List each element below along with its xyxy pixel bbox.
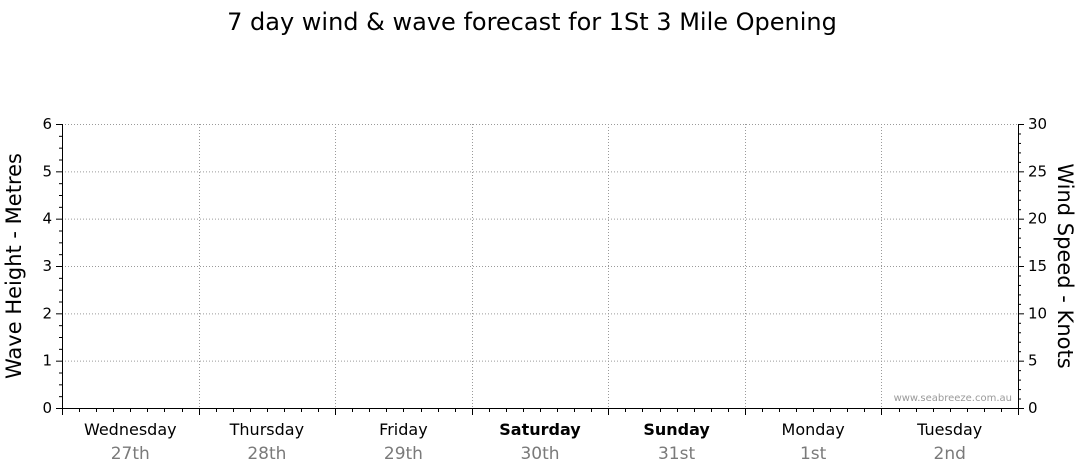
day-date-label: 27th (111, 444, 150, 464)
day-name-label: Friday (379, 420, 428, 439)
left-tick-label: 5 (42, 162, 52, 180)
day-date-label: 2nd (934, 444, 966, 464)
left-tick-label: 2 (42, 304, 52, 322)
day-date-label: 31st (658, 444, 695, 464)
right-axis-title: Wind Speed - Knots (1053, 163, 1077, 368)
day-name-label: Sunday (643, 420, 710, 439)
left-tick-label: 6 (42, 115, 52, 133)
right-tick-label: 25 (1028, 162, 1047, 180)
labels-layer: 0 1 2 3 4 5 6 0 5 10 15 20 25 30 Wednesday 27th Thursday… (42, 115, 1047, 464)
left-tick-label: 4 (42, 210, 52, 228)
left-tick-label: 0 (42, 399, 52, 417)
day-name-label: Monday (782, 420, 845, 439)
right-tick-label: 15 (1028, 257, 1047, 275)
left-tick-label: 1 (42, 352, 52, 370)
left-axis-title: Wave Height - Metres (2, 153, 26, 379)
watermark: www.seabreeze.com.au (894, 393, 1012, 404)
right-tick-label: 20 (1028, 210, 1047, 228)
axes-layer (56, 124, 1024, 415)
chart-title: 7 day wind & wave forecast for 1St 3 Mil… (227, 8, 837, 36)
grid-layer (62, 124, 1018, 408)
right-tick-label: 30 (1028, 115, 1047, 133)
right-tick-label: 0 (1028, 399, 1038, 417)
day-date-label: 1st (800, 444, 827, 464)
day-name-label: Tuesday (916, 420, 982, 439)
day-date-label: 30th (520, 444, 559, 464)
day-name-label: Saturday (499, 420, 581, 439)
day-name-label: Wednesday (84, 420, 177, 439)
day-date-label: 29th (384, 444, 423, 464)
day-name-label: Thursday (229, 420, 304, 439)
day-date-label: 28th (247, 444, 286, 464)
right-tick-label: 5 (1028, 352, 1038, 370)
left-tick-label: 3 (42, 257, 52, 275)
right-tick-label: 10 (1028, 304, 1047, 322)
